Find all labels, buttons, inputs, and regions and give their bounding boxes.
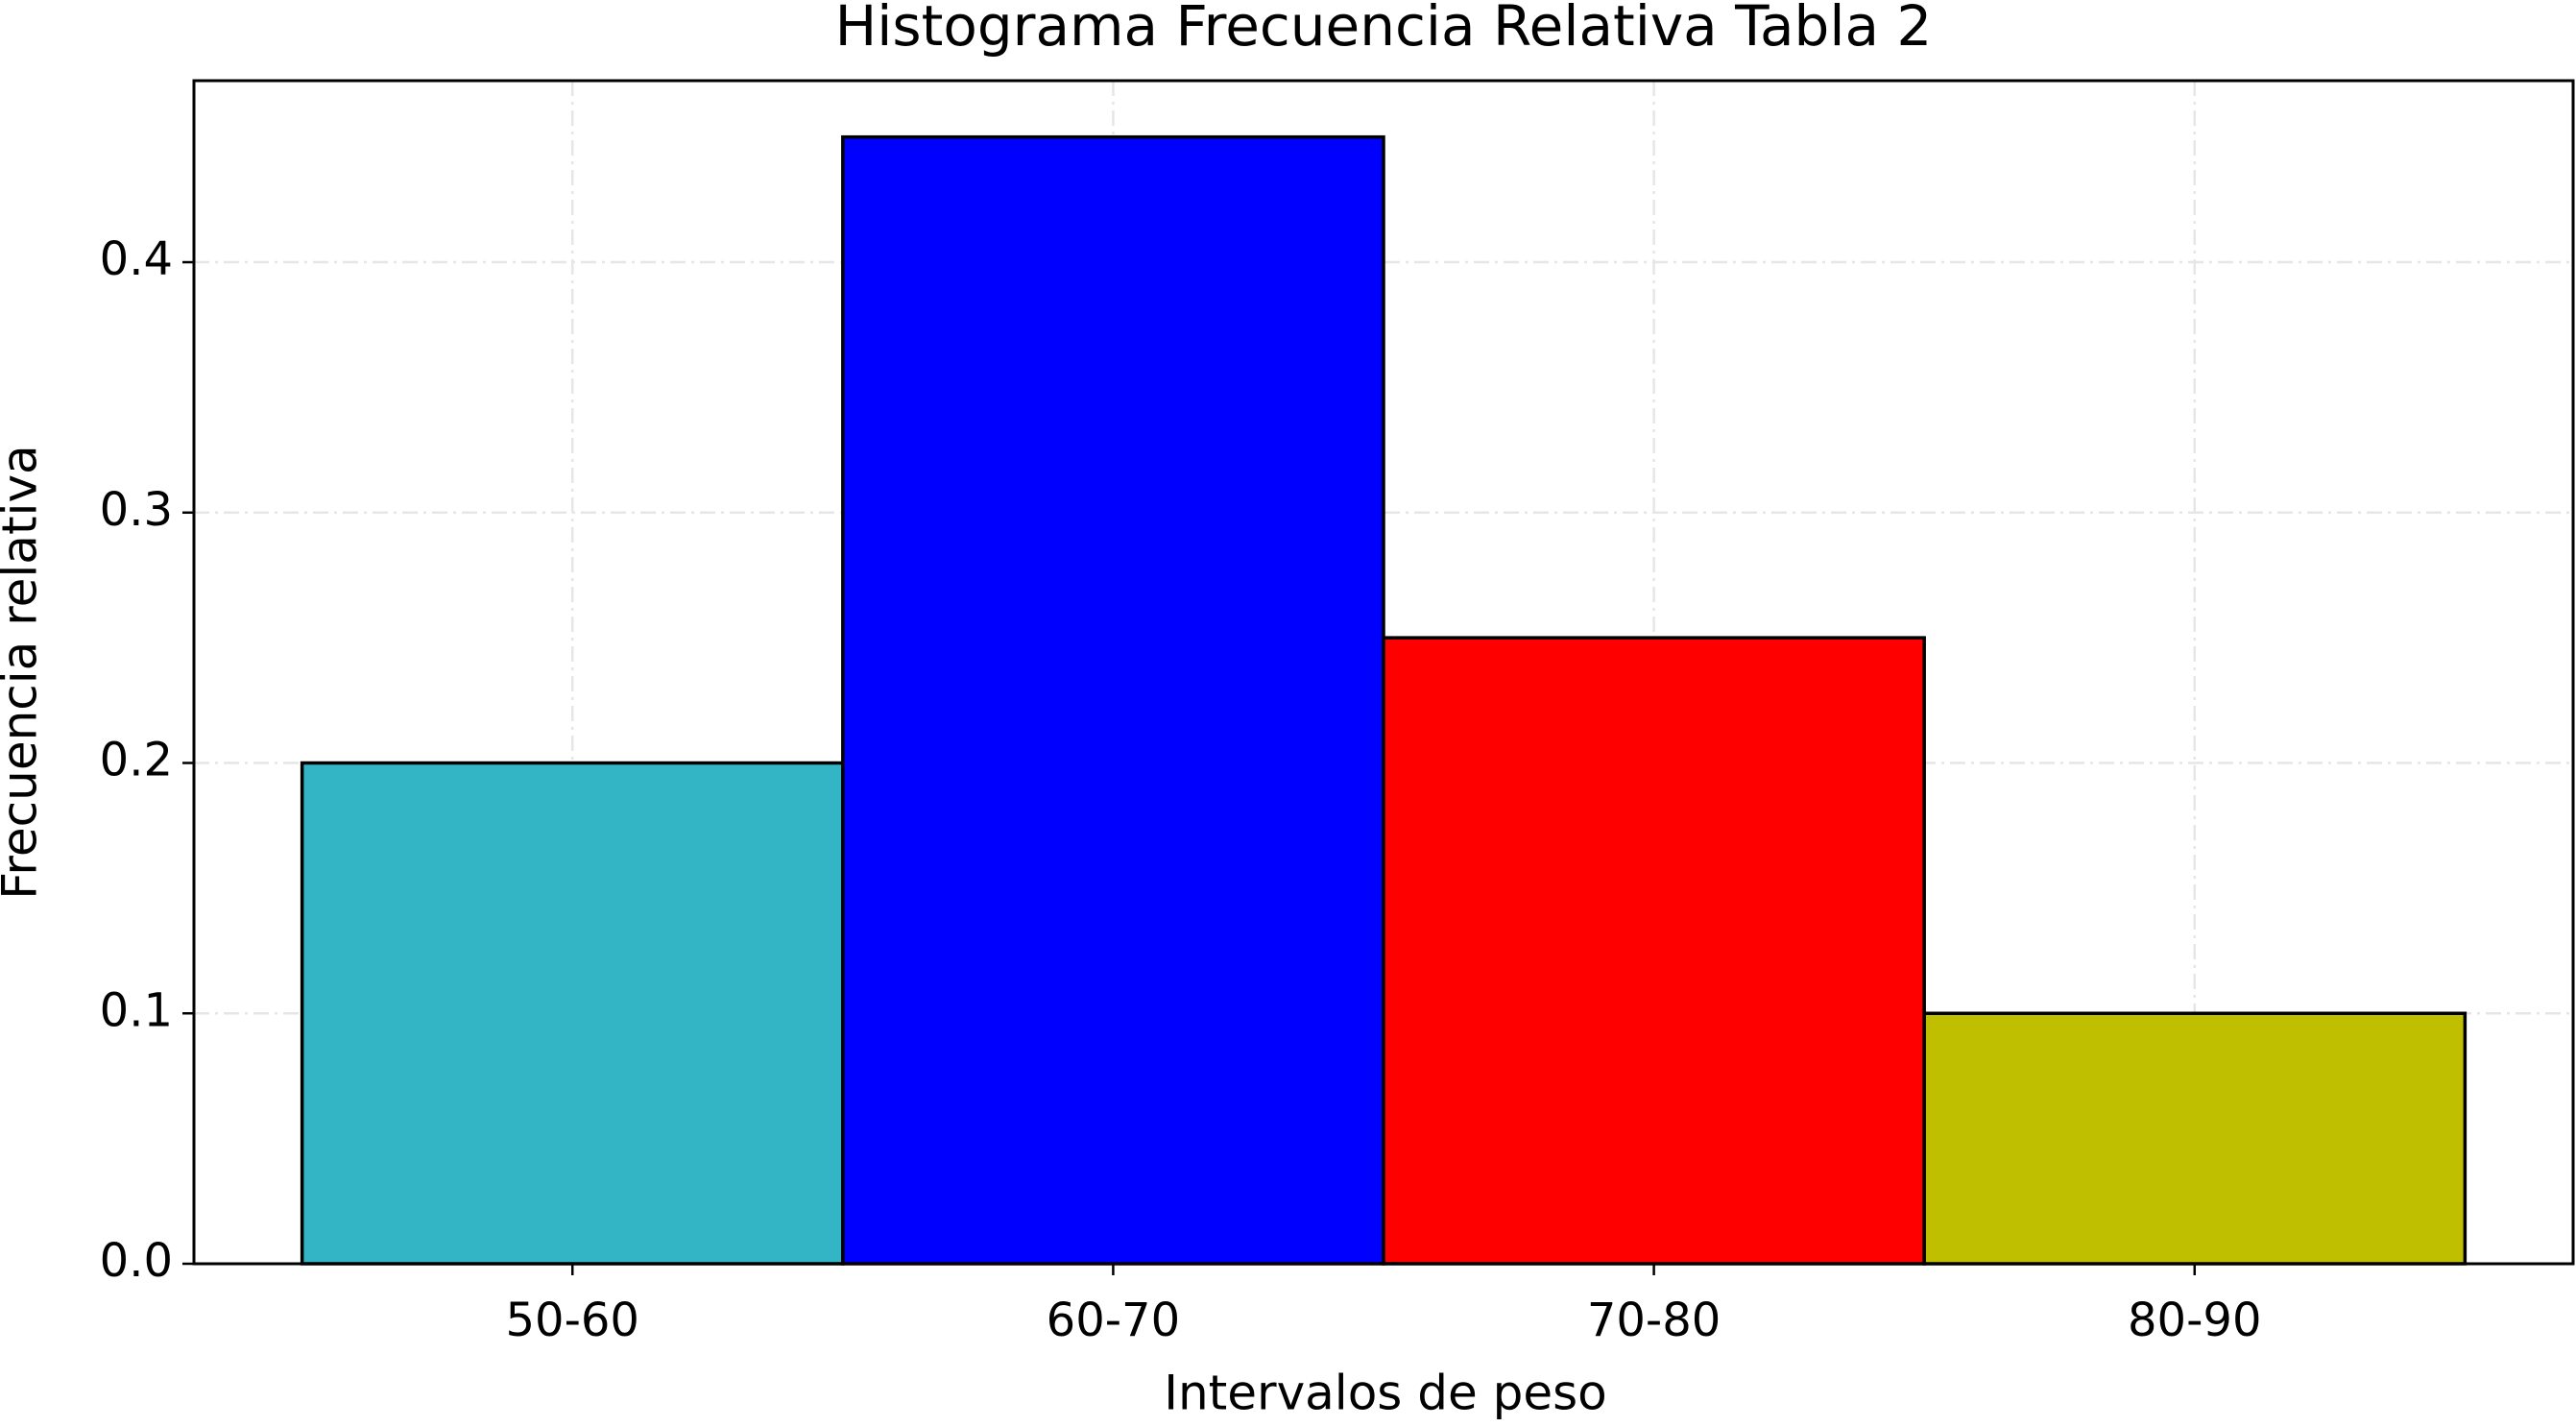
x-tick-label: 50-60	[505, 1294, 638, 1347]
bar	[300, 761, 845, 1266]
y-tick-label: 0.2	[100, 734, 173, 787]
bar	[1382, 636, 1926, 1266]
x-tick-label: 60-70	[1047, 1294, 1180, 1347]
y-tick-label: 0.0	[100, 1234, 173, 1288]
x-tick-label: 80-90	[2128, 1294, 2261, 1347]
bar	[841, 134, 1385, 1266]
chart-title: Histograma Frecuencia Relativa Tabla 2	[835, 0, 1933, 59]
x-tick-label: 70-80	[1587, 1294, 1721, 1347]
y-tick-label: 0.3	[100, 483, 173, 537]
y-tick-label: 0.4	[100, 232, 173, 286]
y-axis-label: Frecuencia relativa	[0, 445, 48, 899]
plot-frame	[192, 79, 2575, 1266]
x-axis-label: Intervalos de peso	[1164, 1366, 1607, 1421]
bar	[1922, 1011, 2468, 1266]
y-tick-label: 0.1	[100, 983, 173, 1037]
